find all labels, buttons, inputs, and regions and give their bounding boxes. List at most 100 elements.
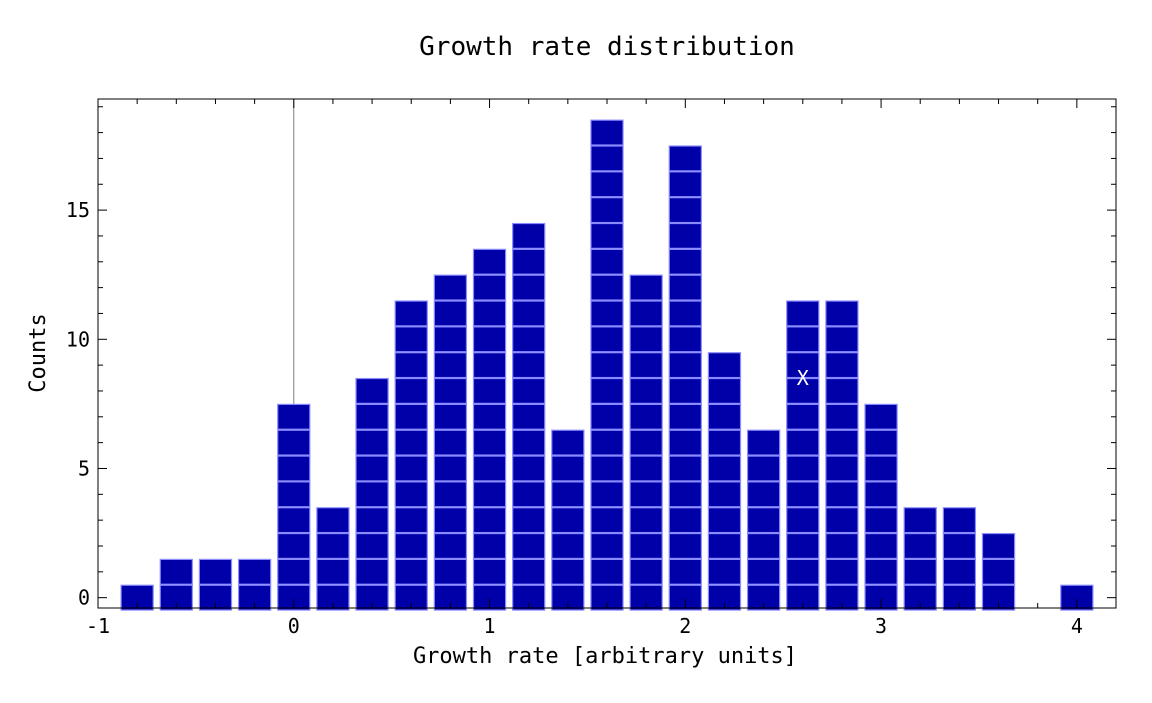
bar-unit-box (394, 352, 428, 379)
bar-unit-box (786, 481, 820, 508)
bar-unit-box (746, 558, 781, 585)
bar-unit-box (472, 274, 507, 301)
bar-stack (120, 584, 154, 611)
bar-stack (629, 274, 663, 611)
bar-unit-box (668, 455, 702, 482)
bar-unit-box (590, 171, 624, 198)
bar-unit-box (629, 532, 663, 560)
bar-unit-box (590, 248, 624, 275)
x-tick-label: 1 (484, 614, 496, 638)
bar-unit-box (590, 429, 624, 456)
bar-unit-box (551, 558, 585, 585)
bar-unit-box (394, 429, 428, 456)
bar-unit-box (668, 481, 702, 508)
bar-unit-box (825, 558, 859, 585)
bar-unit-box (590, 197, 624, 224)
bar-unit-box (629, 300, 663, 327)
bar-unit-box (198, 584, 233, 611)
bar-unit-box (472, 248, 507, 275)
bar-unit-box (746, 481, 781, 508)
bar-stack (1060, 584, 1094, 611)
bar-unit-box (786, 300, 820, 327)
bar-unit-box (512, 274, 546, 301)
bar-unit-box (512, 248, 546, 275)
bar-unit-box (825, 481, 859, 508)
bar-unit-box (551, 507, 585, 534)
bar-stack (825, 300, 859, 611)
bar-unit-box (825, 300, 859, 327)
bar-unit-box (590, 352, 624, 379)
bar-unit-box (316, 558, 350, 585)
bar-unit-box (472, 481, 507, 508)
y-tick-label: 10 (66, 327, 90, 351)
bar-unit-box (355, 403, 389, 430)
bar-unit-box (433, 558, 468, 585)
bar-stack (668, 145, 702, 611)
bar-unit-box (668, 377, 702, 404)
bar-unit-box (472, 326, 507, 353)
bar-stack (981, 532, 1016, 611)
bar-unit-box (472, 377, 507, 404)
bar-unit-box (707, 532, 742, 560)
bar-unit-box (512, 222, 546, 249)
bar-unit-box (668, 532, 702, 560)
bar-unit-box (825, 377, 859, 404)
bar-unit-box (707, 507, 742, 534)
bar-unit-box (590, 377, 624, 404)
bar-unit-box (394, 403, 428, 430)
bar-stack (394, 300, 428, 611)
y-axis-label: Counts (26, 313, 51, 392)
bar-unit-box (629, 481, 663, 508)
bar-unit-box (590, 326, 624, 353)
bar-stack (512, 222, 546, 611)
bar-unit-box (707, 352, 742, 379)
bar-unit-box (472, 352, 507, 379)
y-tick-label: 0 (78, 586, 90, 610)
bar-unit-box (316, 507, 350, 534)
bar-unit-box (277, 532, 311, 560)
bar-unit-box (668, 274, 702, 301)
bar-unit-box (512, 377, 546, 404)
bar-unit-box (394, 455, 428, 482)
bar-unit-box (825, 507, 859, 534)
bar-unit-box (707, 455, 742, 482)
bar-unit-box (277, 507, 311, 534)
bar-unit-box (551, 455, 585, 482)
bar-unit-box (707, 558, 742, 585)
y-tick-label: 15 (66, 198, 90, 222)
bar-unit-box (512, 300, 546, 327)
bar-unit-box (668, 403, 702, 430)
bar-unit-box (903, 558, 937, 585)
bar-unit-box (355, 507, 389, 534)
bar-unit-box (668, 248, 702, 275)
bar-unit-box (433, 429, 468, 456)
bar-unit-box (394, 481, 428, 508)
bar-unit-box (786, 403, 820, 430)
bar-unit-box (472, 507, 507, 534)
bar-unit-box (707, 403, 742, 430)
y-tick-label: 5 (78, 456, 90, 480)
bar-unit-box (433, 326, 468, 353)
bar-stack (903, 507, 937, 611)
bar-unit-box (746, 429, 781, 456)
bar-stack (237, 558, 272, 611)
bar-unit-box (277, 403, 311, 430)
bar-unit-box (355, 377, 389, 404)
marker-label: X (797, 366, 809, 390)
bar-unit-box (629, 352, 663, 379)
bar-unit-box (981, 558, 1016, 585)
bar-stack (707, 352, 742, 611)
bar-unit-box (590, 119, 624, 146)
bar-stack (942, 507, 977, 611)
bar-unit-box (355, 532, 389, 560)
bar-unit-box (551, 429, 585, 456)
bar-unit-box (590, 300, 624, 327)
bar-unit-box (394, 558, 428, 585)
bar-unit-box (786, 429, 820, 456)
bar-unit-box (864, 403, 898, 430)
bar-unit-box (512, 532, 546, 560)
bar-unit-box (668, 145, 702, 172)
bar-unit-box (825, 403, 859, 430)
x-axis: -1 0 1 2 3 4 (86, 99, 1117, 638)
bar-unit-box (668, 197, 702, 224)
